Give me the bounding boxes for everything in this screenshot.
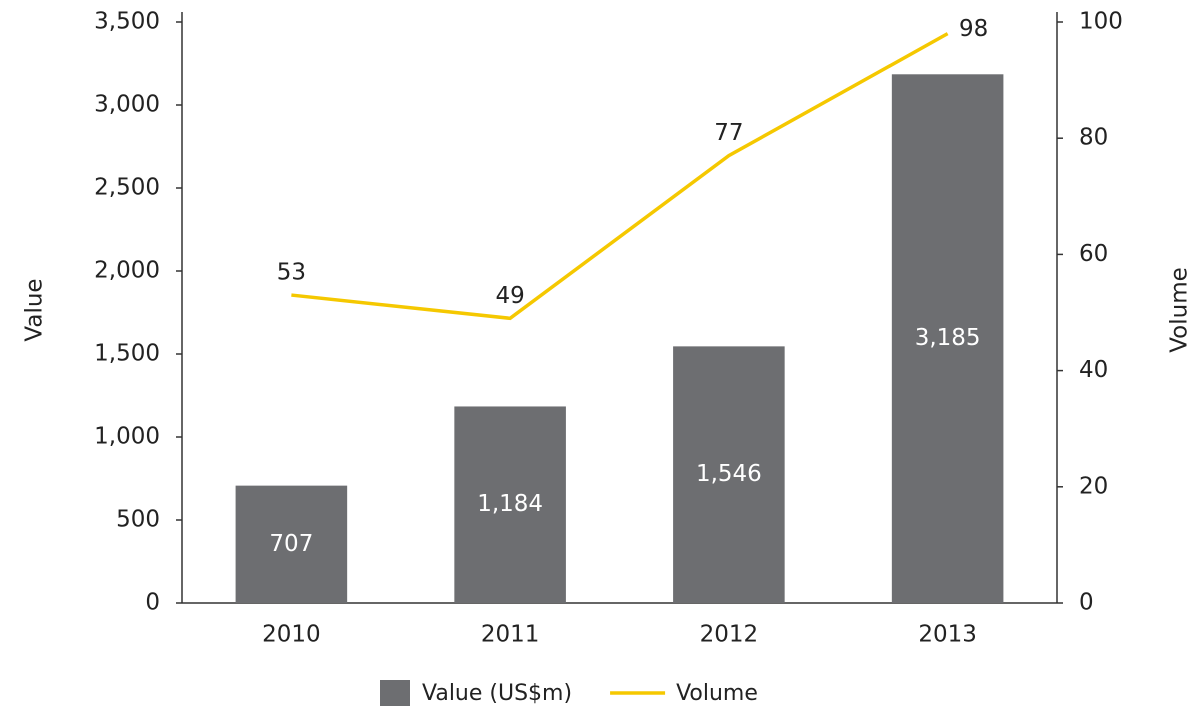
y-tick-label: 1,500	[94, 341, 160, 367]
y2-tick-label: 20	[1079, 473, 1108, 499]
line	[291, 32, 949, 321]
y-tick-label: 3,500	[94, 9, 160, 35]
x-tick-label: 2013	[918, 622, 977, 648]
y-tick-label: 2,000	[94, 258, 160, 284]
line-value-label: 98	[959, 16, 988, 42]
y2-tick-label: 60	[1079, 241, 1108, 267]
y-tick-label: 1,000	[94, 424, 160, 450]
bar	[891, 74, 1004, 604]
bar	[454, 406, 566, 603]
bar	[235, 485, 348, 603]
legend-swatch	[380, 680, 410, 706]
y-tick-label: 500	[116, 507, 160, 533]
bar-value-label: 707	[269, 531, 313, 557]
bar-value-label: 3,185	[915, 325, 981, 351]
x-tick-label: 2010	[262, 622, 321, 648]
y2-tick-label: 80	[1079, 125, 1108, 151]
x-tick-label: 2012	[700, 622, 759, 648]
line-value-label: 77	[714, 120, 743, 146]
legend-label: Volume	[676, 681, 758, 706]
y2-tick-label: 100	[1079, 9, 1123, 35]
bar-value-label: 1,184	[477, 491, 543, 517]
y-tick-label: 2,500	[94, 175, 160, 201]
y-tick-label: 3,000	[94, 92, 160, 118]
legend-label: Value (US$m)	[422, 681, 572, 706]
line-value-label: 53	[277, 260, 306, 286]
y-axis-title: Value	[22, 278, 48, 341]
bar	[673, 346, 785, 603]
y-tick-label: 0	[145, 590, 160, 616]
y2-tick-label: 0	[1079, 590, 1094, 616]
line-value-label: 49	[495, 283, 524, 309]
y2-tick-label: 40	[1079, 357, 1108, 383]
bar-value-label: 1,546	[696, 461, 762, 487]
y2-axis-title: Volume	[1167, 267, 1193, 353]
x-tick-label: 2011	[481, 622, 540, 648]
